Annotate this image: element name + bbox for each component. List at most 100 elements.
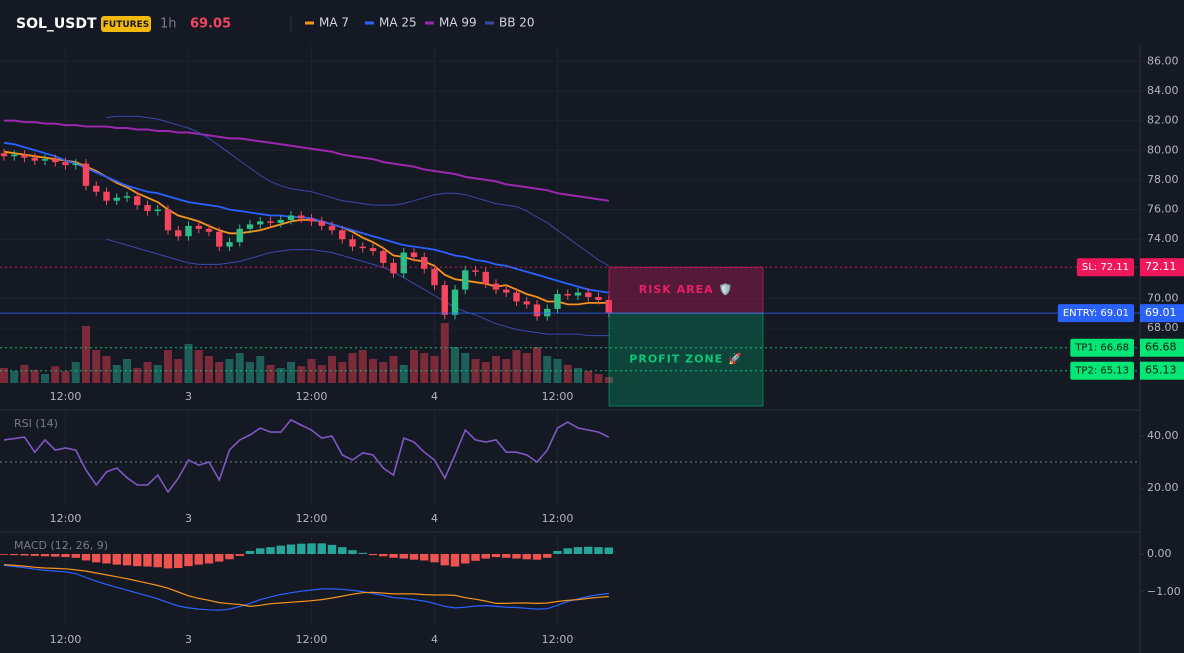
histogram-bar	[81, 553, 91, 561]
volume-bar	[512, 350, 521, 383]
candle-body	[513, 292, 520, 302]
bb-upper	[106, 115, 610, 267]
histogram-bar	[215, 553, 224, 562]
candle-body	[277, 219, 284, 223]
level-label-bg	[1070, 338, 1134, 357]
volume-bar	[379, 362, 388, 383]
candle-body	[103, 191, 110, 201]
histogram-bar	[491, 553, 501, 558]
x-tick-label: 3	[185, 390, 192, 403]
candle-body	[287, 215, 295, 220]
histogram-bar	[102, 553, 111, 564]
volume-bar	[10, 371, 19, 383]
interval[interactable]: 1h	[160, 17, 177, 32]
volume-bar	[133, 368, 142, 383]
y-tick-label: 70.00	[1147, 292, 1179, 305]
histogram-bar	[553, 550, 562, 554]
candle-body	[144, 205, 151, 212]
candle-body	[123, 196, 131, 198]
candle-body	[523, 301, 530, 305]
candle-body	[359, 246, 366, 249]
volume-bar	[348, 353, 357, 383]
macd-line	[3, 564, 609, 608]
histogram-bar	[358, 552, 367, 554]
histogram-bar	[256, 548, 265, 554]
volume-bar	[533, 347, 541, 383]
profit-zone-label: PROFIT ZONE 🚀	[629, 353, 742, 366]
histogram-bar	[543, 553, 552, 558]
histogram-bar	[604, 547, 613, 554]
x-tick-label: 12:00	[296, 390, 328, 403]
histogram-bar	[10, 553, 19, 556]
price-label-bg	[1140, 338, 1184, 357]
histogram-bar	[338, 547, 347, 554]
x-tick-label: 4	[431, 512, 438, 525]
price-label: 65.13	[1145, 364, 1177, 377]
y-tick-label: 74.00	[1147, 232, 1179, 245]
candle-body	[328, 225, 336, 231]
histogram-bar	[245, 550, 255, 554]
candle-body	[62, 162, 69, 166]
candle-body	[595, 297, 602, 300]
y-tick-label: 86.00	[1147, 54, 1179, 67]
candle-body	[318, 221, 325, 226]
badge-bg	[101, 16, 151, 32]
x-tick-label: 12:00	[542, 512, 574, 525]
candle-body	[554, 294, 561, 309]
candle-body	[410, 252, 418, 257]
candle-body	[21, 154, 28, 158]
histogram-bar	[174, 553, 183, 569]
pane-title: RSI (14)	[14, 417, 58, 430]
candle-body	[298, 215, 305, 219]
histogram-bar	[348, 550, 357, 554]
histogram-bar	[522, 553, 531, 560]
histogram-bar	[584, 546, 593, 554]
candle-body	[11, 154, 18, 157]
candle-body	[308, 218, 315, 222]
histogram-bar	[0, 553, 9, 555]
y-tick-label: 0.00	[1147, 547, 1172, 560]
symbol[interactable]: SOL_USDT	[16, 16, 97, 32]
candle-body	[503, 289, 510, 293]
candle-body	[164, 209, 172, 231]
candle-body	[41, 159, 49, 161]
candle-body	[390, 262, 397, 274]
candle-body	[441, 285, 448, 315]
profit-zone	[608, 312, 764, 407]
volume-bar	[440, 323, 449, 383]
volume-bar	[194, 350, 203, 383]
volume-bar	[205, 356, 213, 383]
legend-item: MA 25	[379, 16, 417, 30]
candle-body	[216, 231, 223, 247]
ma-line	[3, 141, 609, 294]
price-label: 69.01	[1145, 306, 1177, 319]
volume-bar	[451, 347, 459, 383]
volume-bar	[358, 350, 367, 383]
volume-bar	[153, 365, 162, 383]
histogram-bar	[92, 553, 101, 563]
volume-bar	[112, 365, 121, 383]
histogram-bar	[502, 553, 511, 558]
volume-bar	[225, 359, 234, 383]
candle-body	[421, 256, 428, 269]
volume-bar	[287, 362, 295, 383]
histogram-bar	[225, 553, 234, 560]
candle-body	[205, 228, 213, 232]
histogram-bar	[133, 553, 142, 567]
price-label-bg	[1140, 361, 1184, 380]
volume-bar	[215, 362, 224, 383]
volume-bar	[461, 353, 470, 383]
candle-body	[574, 292, 582, 296]
histogram-bar	[184, 553, 193, 567]
volume-bar	[420, 353, 429, 383]
histogram-bar	[327, 544, 337, 554]
volume-bar	[553, 359, 562, 383]
candle-body	[564, 294, 571, 296]
volume-bar	[61, 371, 70, 383]
level-label: TP2: 65.13	[1074, 366, 1129, 377]
risk-zone	[608, 266, 764, 314]
x-tick-label: 3	[185, 512, 192, 525]
level-label: TP1: 66.68	[1074, 343, 1129, 354]
x-tick-label: 12:00	[296, 633, 328, 646]
price-label-bg	[1140, 258, 1184, 277]
